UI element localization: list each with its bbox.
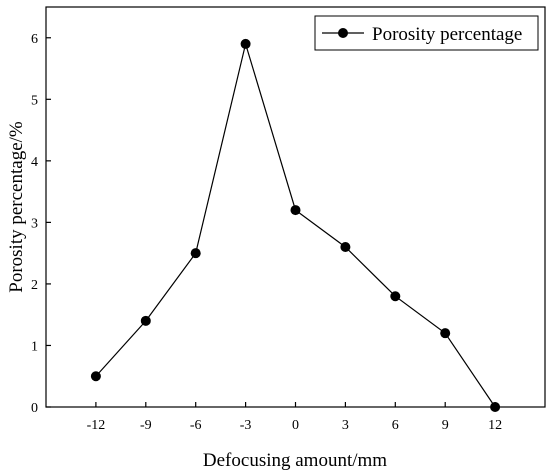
x-axis: -12 -9 -6 -3 0 3 6 9 12	[87, 402, 502, 433]
x-tick-label: 9	[442, 418, 449, 433]
data-point	[490, 402, 501, 412]
data-point	[190, 248, 201, 259]
x-tick-label: 0	[292, 418, 299, 433]
x-axis-title: Defocusing amount/mm	[203, 450, 387, 471]
y-tick-label: 6	[31, 32, 38, 47]
x-tick-label: -6	[190, 418, 202, 433]
y-tick-label: 3	[31, 216, 38, 231]
data-point	[90, 371, 101, 382]
y-tick-label: 0	[31, 401, 38, 416]
x-tick-label: -12	[87, 418, 106, 433]
x-tick-label: 12	[488, 418, 502, 433]
y-axis: 0 1 2 3 4 5 6	[31, 32, 51, 416]
legend-label: Porosity percentage	[372, 24, 522, 45]
y-tick-label: 2	[31, 278, 38, 293]
data-point	[340, 242, 351, 252]
y-tick-label: 5	[31, 93, 38, 108]
x-tick-label: -3	[240, 418, 252, 433]
series-line	[95, 41, 496, 408]
data-point	[140, 315, 151, 326]
x-tick-label: 6	[392, 418, 399, 433]
x-tick-label: 3	[342, 418, 349, 433]
y-tick-label: 4	[31, 155, 38, 170]
y-tick-label: 1	[31, 339, 38, 354]
y-axis-title: Porosity percentage/%	[6, 121, 27, 293]
data-point	[390, 291, 401, 302]
data-point	[240, 38, 251, 49]
legend-marker-sample	[338, 28, 348, 38]
x-tick-label: -9	[140, 418, 152, 433]
legend: Porosity percentage	[314, 15, 539, 51]
data-point	[440, 328, 451, 339]
series-layer	[90, 38, 501, 412]
data-point	[290, 205, 301, 216]
